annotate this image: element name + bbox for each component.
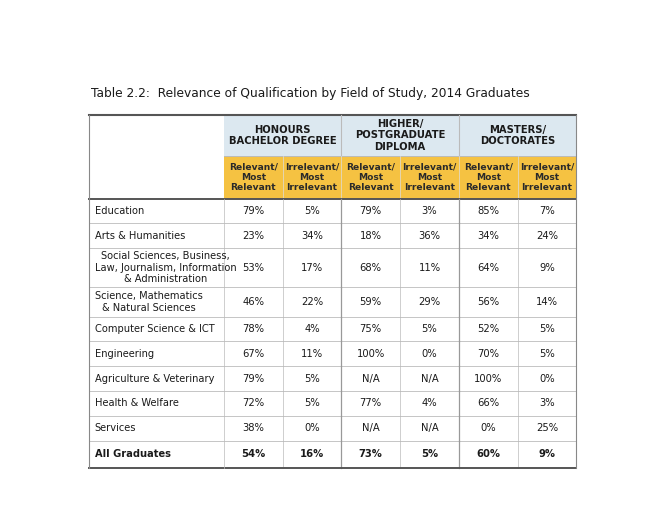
Text: 5%: 5% (304, 374, 320, 383)
Text: 29%: 29% (419, 297, 441, 307)
Text: 3%: 3% (540, 398, 555, 409)
Bar (89, 391, 577, 416)
Text: Relevant/
Most
Relevant: Relevant/ Most Relevant (229, 162, 278, 192)
Text: 4%: 4% (422, 398, 437, 409)
Bar (89, 416, 577, 441)
Bar (89, 248, 577, 287)
Text: 5%: 5% (540, 349, 555, 359)
Text: 0%: 0% (422, 349, 437, 359)
Text: Relevant/
Most
Relevant: Relevant/ Most Relevant (346, 162, 395, 192)
Bar (89, 316, 577, 342)
Text: 11%: 11% (301, 349, 323, 359)
Text: 68%: 68% (359, 263, 382, 272)
Text: 38%: 38% (242, 423, 264, 433)
Text: 75%: 75% (359, 324, 382, 334)
Text: Computer Science & ICT: Computer Science & ICT (95, 324, 214, 334)
Text: 5%: 5% (304, 398, 320, 409)
Text: Table 2.2:  Relevance of Qualification by Field of Study, 2014 Graduates: Table 2.2: Relevance of Qualification by… (91, 87, 530, 100)
Text: 73%: 73% (359, 449, 383, 459)
Text: 7%: 7% (540, 206, 555, 216)
Text: 70%: 70% (477, 349, 499, 359)
Text: 100%: 100% (357, 349, 385, 359)
Text: 36%: 36% (419, 231, 441, 241)
Text: 4%: 4% (304, 324, 320, 334)
Bar (89, 366, 577, 391)
Text: 79%: 79% (242, 374, 265, 383)
Text: 72%: 72% (242, 398, 265, 409)
Text: Arts & Humanities: Arts & Humanities (95, 231, 185, 241)
Text: 34%: 34% (301, 231, 323, 241)
Text: 64%: 64% (477, 263, 499, 272)
Text: 11%: 11% (419, 263, 441, 272)
Text: MASTERS/
DOCTORATES: MASTERS/ DOCTORATES (480, 124, 555, 146)
Text: 0%: 0% (480, 423, 496, 433)
Text: Education: Education (95, 206, 144, 216)
Text: 5%: 5% (304, 206, 320, 216)
Text: 79%: 79% (359, 206, 382, 216)
Text: N/A: N/A (421, 374, 438, 383)
Text: N/A: N/A (362, 423, 380, 433)
Text: 0%: 0% (540, 374, 555, 383)
Bar (89, 441, 577, 467)
Text: 5%: 5% (422, 324, 437, 334)
Text: Relevant/
Most
Relevant: Relevant/ Most Relevant (464, 162, 513, 192)
Text: Agriculture & Veterinary: Agriculture & Veterinary (95, 374, 214, 383)
Bar (89, 342, 577, 366)
Text: 0%: 0% (304, 423, 320, 433)
Text: 56%: 56% (477, 297, 499, 307)
Text: 25%: 25% (536, 423, 558, 433)
Text: Irrelevant/
Most
Irrelevant: Irrelevant/ Most Irrelevant (402, 162, 457, 192)
Text: 78%: 78% (242, 324, 264, 334)
Text: 14%: 14% (536, 297, 558, 307)
Text: HIGHER/
POSTGRADUATE
DIPLOMA: HIGHER/ POSTGRADUATE DIPLOMA (355, 119, 445, 152)
Text: 23%: 23% (242, 231, 264, 241)
Text: 16%: 16% (300, 449, 324, 459)
Text: Engineering: Engineering (95, 349, 154, 359)
Text: 9%: 9% (539, 449, 556, 459)
Bar (89, 199, 577, 223)
Text: 59%: 59% (359, 297, 382, 307)
Text: 52%: 52% (477, 324, 499, 334)
Text: 22%: 22% (301, 297, 323, 307)
Text: 67%: 67% (242, 349, 265, 359)
Text: Irrelevant/
Most
Irrelevant: Irrelevant/ Most Irrelevant (285, 162, 339, 192)
Text: 77%: 77% (359, 398, 382, 409)
Text: Social Sciences, Business,
Law, Journalism, Information
& Administration: Social Sciences, Business, Law, Journali… (95, 251, 237, 284)
Text: N/A: N/A (421, 423, 438, 433)
Text: 24%: 24% (536, 231, 558, 241)
Bar (89, 223, 577, 248)
Text: 34%: 34% (477, 231, 499, 241)
Text: 60%: 60% (476, 449, 500, 459)
Text: 100%: 100% (474, 374, 502, 383)
Text: Health & Welfare: Health & Welfare (95, 398, 179, 409)
Text: 85%: 85% (477, 206, 499, 216)
Bar (89, 287, 577, 316)
Text: Science, Mathematics
& Natural Sciences: Science, Mathematics & Natural Sciences (95, 291, 203, 312)
Text: HONOURS
BACHELOR DEGREE: HONOURS BACHELOR DEGREE (229, 124, 337, 146)
Text: 79%: 79% (242, 206, 265, 216)
Text: 46%: 46% (242, 297, 264, 307)
Text: Irrelevant/
Most
Irrelevant: Irrelevant/ Most Irrelevant (520, 162, 574, 192)
Text: 5%: 5% (421, 449, 438, 459)
Text: 3%: 3% (422, 206, 437, 216)
Text: 17%: 17% (301, 263, 323, 272)
Text: 5%: 5% (540, 324, 555, 334)
Text: 54%: 54% (241, 449, 265, 459)
Text: Services: Services (95, 423, 136, 433)
Text: All Graduates: All Graduates (95, 449, 171, 459)
Text: 9%: 9% (540, 263, 555, 272)
Text: 53%: 53% (242, 263, 264, 272)
Text: 18%: 18% (359, 231, 382, 241)
Text: N/A: N/A (362, 374, 380, 383)
Text: 66%: 66% (477, 398, 499, 409)
